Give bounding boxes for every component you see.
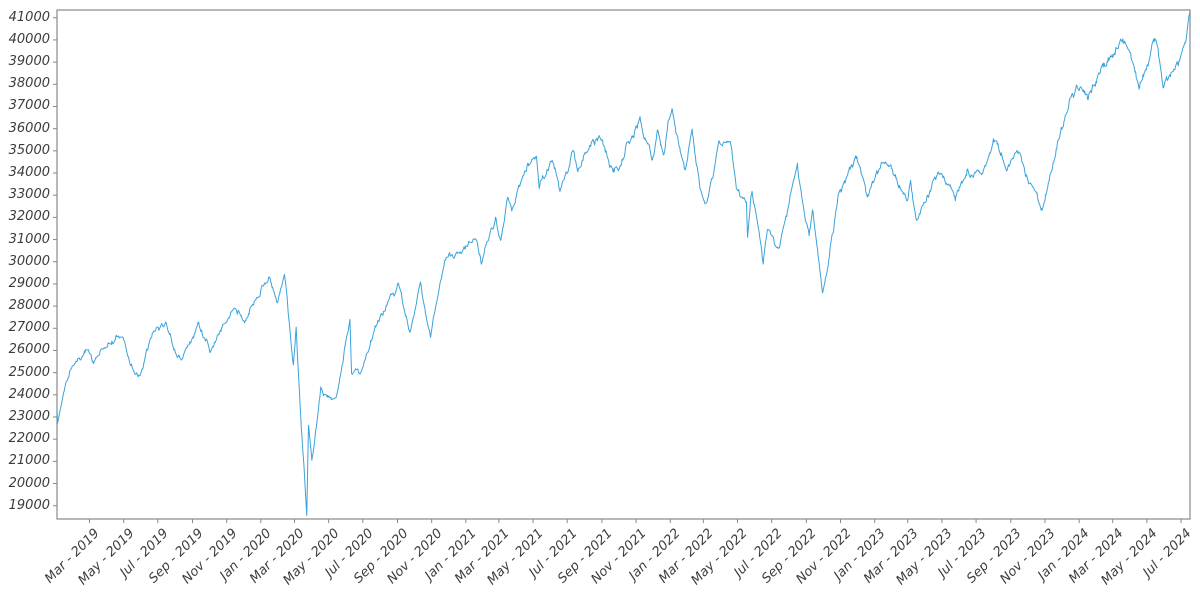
y-tick-label: 28000	[8, 298, 50, 314]
y-tick-label: 23000	[8, 408, 50, 424]
plot-border	[56, 9, 1191, 520]
y-tick-label: 24000	[8, 386, 50, 402]
y-tick-label: 35000	[8, 142, 50, 158]
y-tick-label: 19000	[8, 497, 50, 513]
y-tick-label: 21000	[8, 453, 50, 469]
y-tick-label: 36000	[8, 120, 50, 136]
y-tick-label: 25000	[8, 364, 50, 380]
y-tick-label: 37000	[8, 98, 50, 114]
y-tick-label: 20000	[8, 475, 50, 491]
y-tick-label: 29000	[8, 275, 50, 291]
y-tick-label: 41000	[8, 9, 50, 25]
price-line	[56, 11, 1191, 517]
y-tick-label: 38000	[8, 76, 50, 92]
y-tick-label: 33000	[8, 187, 50, 203]
y-tick-label: 34000	[8, 165, 50, 180]
y-tick-label: 31000	[8, 231, 50, 247]
y-tick-label: 27000	[8, 320, 50, 336]
y-tick-label: 39000	[8, 54, 50, 70]
y-tick-label: 22000	[8, 431, 50, 447]
y-tick-label: 40000	[8, 31, 50, 47]
y-tick-label: 32000	[8, 209, 50, 225]
y-tick-label: 26000	[8, 342, 50, 358]
y-tick-label: 30000	[8, 253, 50, 269]
